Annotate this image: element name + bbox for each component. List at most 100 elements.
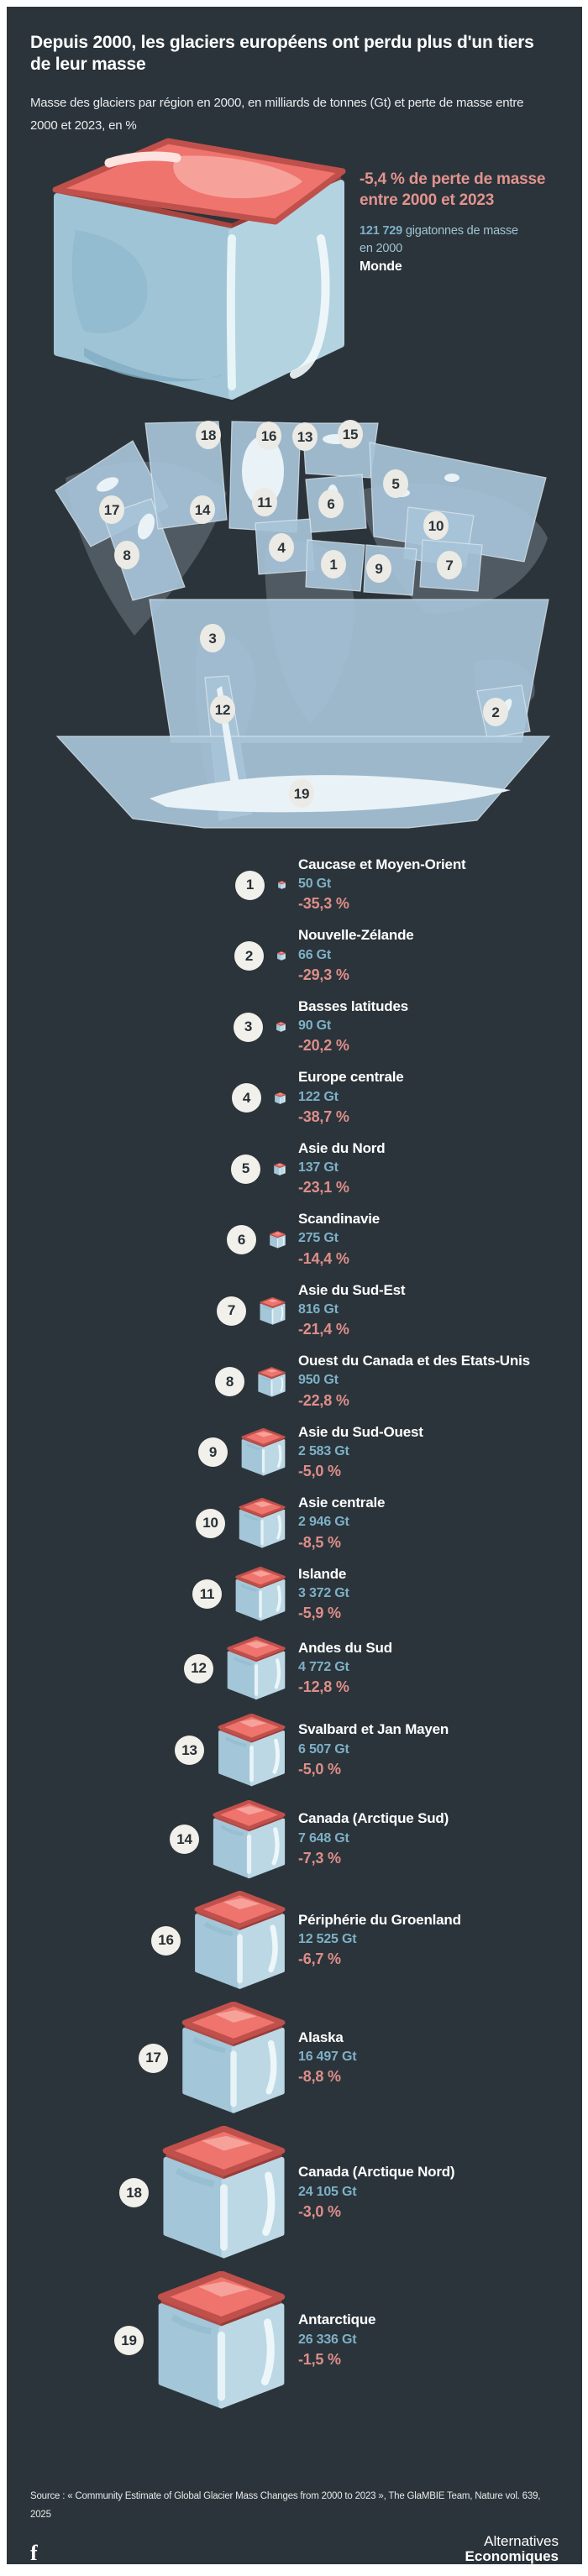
logo-line-2: Economiques xyxy=(465,2547,559,2564)
ice-cube-icon xyxy=(276,1022,286,1033)
region-row: 18 Canada (Arctique Nord) 24 105 Gt -3,0… xyxy=(7,2126,582,2259)
svg-text:15: 15 xyxy=(343,427,359,442)
region-mass: 90 Gt xyxy=(298,1018,332,1034)
map-marker: 6 xyxy=(318,490,344,518)
region-row-left: 4 xyxy=(7,1083,286,1113)
region-number-badge: 14 xyxy=(170,1825,199,1855)
region-loss: -5,0 % xyxy=(298,1760,341,1778)
region-number-badge: 11 xyxy=(192,1579,222,1610)
region-row-left: 2 xyxy=(7,941,286,971)
map-marker: 17 xyxy=(99,495,124,524)
ice-cube-icon xyxy=(227,1636,286,1700)
region-row-left: 14 xyxy=(7,1799,286,1879)
ice-cube-icon xyxy=(239,1498,286,1548)
region-loss: -7,3 % xyxy=(298,1849,341,1867)
region-name: Europe centrale xyxy=(298,1069,404,1086)
world-section: -5,4 % de perte de masse entre 2000 et 20… xyxy=(7,138,582,419)
facebook-icon[interactable]: f xyxy=(30,2540,38,2565)
region-name: Antarctique xyxy=(298,2312,376,2328)
svg-text:1: 1 xyxy=(329,557,337,573)
region-loss: -21,4 % xyxy=(298,1321,349,1338)
region-number-badge: 5 xyxy=(231,1154,260,1184)
region-mass: 7 648 Gt xyxy=(298,1830,349,1846)
region-row-left: 1 xyxy=(7,870,286,900)
region-row: 9 Asie du Sud-Ouest 2 583 Gt -5,0 % xyxy=(7,1423,582,1482)
map-marker: 18 xyxy=(196,421,221,449)
region-number-badge: 9 xyxy=(198,1437,228,1468)
region-row-left: 8 xyxy=(7,1366,286,1397)
world-map: 1 2 3 4 5 6 7 8 9 10 11 12 xyxy=(7,419,582,830)
region-name: Svalbard et Jan Mayen xyxy=(298,1721,449,1738)
world-loss-label: -5,4 % de perte de masse entre 2000 et 20… xyxy=(360,170,546,209)
svg-text:3: 3 xyxy=(208,631,216,647)
region-name: Nouvelle-Zélande xyxy=(298,927,414,944)
region-number-badge: 17 xyxy=(139,2043,168,2073)
region-name: Asie du Nord xyxy=(298,1139,386,1156)
ice-cube-icon xyxy=(218,1714,286,1787)
region-text: Ouest du Canada et des Etats-Unis 950 Gt… xyxy=(286,1352,530,1411)
region-mass: 2 583 Gt xyxy=(298,1443,349,1458)
region-name: Asie centrale xyxy=(298,1495,386,1511)
region-loss: -3,0 % xyxy=(298,2202,341,2220)
region-loss: -8,5 % xyxy=(298,1533,341,1551)
region-row-left: 18 xyxy=(7,2126,286,2259)
region-name: Canada (Arctique Sud) xyxy=(298,1810,449,1827)
region-mass: 816 Gt xyxy=(298,1301,339,1317)
region-loss: -29,3 % xyxy=(298,966,349,983)
region-row-left: 5 xyxy=(7,1154,286,1184)
region-mass: 66 Gt xyxy=(298,947,332,962)
region-loss: -23,1 % xyxy=(298,1179,349,1196)
map-marker: 2 xyxy=(483,698,508,726)
region-row: 8 Ouest du Canada et des Etats-Unis 950 … xyxy=(7,1352,582,1411)
region-text: Asie centrale 2 946 Gt -8,5 % xyxy=(286,1494,385,1552)
region-text: Islande 3 372 Gt -5,9 % xyxy=(286,1565,349,1624)
svg-text:13: 13 xyxy=(297,429,313,445)
svg-text:6: 6 xyxy=(327,496,334,512)
svg-text:14: 14 xyxy=(195,502,211,518)
map-marker: 4 xyxy=(269,533,294,562)
ice-cube-icon xyxy=(260,1296,286,1325)
region-loss: -14,4 % xyxy=(298,1249,349,1267)
region-row-left: 19 xyxy=(7,2271,286,2410)
region-number-badge: 1 xyxy=(235,870,265,900)
map-marker: 19 xyxy=(289,779,314,808)
map-markers: 1 2 3 4 5 6 7 8 9 10 11 12 xyxy=(99,420,508,808)
svg-text:5: 5 xyxy=(391,476,399,492)
region-text: Svalbard et Jan Mayen 6 507 Gt -5,0 % xyxy=(286,1720,449,1779)
logo-line-1: Alternatives xyxy=(484,2533,559,2549)
region-row-left: 12 xyxy=(7,1636,286,1700)
region-mass: 12 525 Gt xyxy=(298,1932,357,1947)
region-name: Asie du Sud-Est xyxy=(298,1281,406,1298)
map-marker: 10 xyxy=(423,511,449,540)
region-loss: -5,0 % xyxy=(298,1463,341,1480)
ice-cube-icon xyxy=(258,1366,286,1397)
region-row-left: 17 xyxy=(7,2002,286,2114)
region-loss: -38,7 % xyxy=(298,1107,349,1125)
region-mass: 122 Gt xyxy=(298,1089,339,1104)
region-row: 6 Scandinavie 275 Gt -14,4 % xyxy=(7,1210,582,1269)
region-row: 14 Canada (Arctique Sud) 7 648 Gt -7,3 % xyxy=(7,1799,582,1879)
region-mass: 4 772 Gt xyxy=(298,1660,349,1675)
region-mass: 50 Gt xyxy=(298,877,332,892)
region-name: Alaska xyxy=(298,2029,344,2045)
svg-text:7: 7 xyxy=(445,558,453,573)
map-marker: 8 xyxy=(114,541,139,569)
ice-cube-icon xyxy=(162,2126,286,2259)
region-row-left: 16 xyxy=(7,1891,286,1990)
cube-inner-shade xyxy=(71,230,148,334)
map-marker: 7 xyxy=(437,551,462,579)
region-row: 16 Périphérie du Groenland 12 525 Gt -6,… xyxy=(7,1891,582,1990)
map-marker: 12 xyxy=(210,695,235,724)
ice-cube-icon xyxy=(235,1567,286,1621)
map-marker: 5 xyxy=(383,469,408,498)
map-marker: 13 xyxy=(292,422,318,451)
world-region-label: Monde xyxy=(360,259,402,275)
region-text: Asie du Nord 137 Gt -23,1 % xyxy=(286,1139,386,1198)
region-row-left: 6 xyxy=(7,1225,286,1255)
region-text: Asie du Sud-Est 816 Gt -21,4 % xyxy=(286,1281,406,1340)
region-mass: 275 Gt xyxy=(298,1231,339,1246)
region-text: Nouvelle-Zélande 66 Gt -29,3 % xyxy=(286,926,414,985)
region-text: Alaska 16 497 Gt -8,8 % xyxy=(286,2029,357,2087)
region-mass: 137 Gt xyxy=(298,1160,339,1175)
region-mass: 950 Gt xyxy=(298,1373,339,1388)
